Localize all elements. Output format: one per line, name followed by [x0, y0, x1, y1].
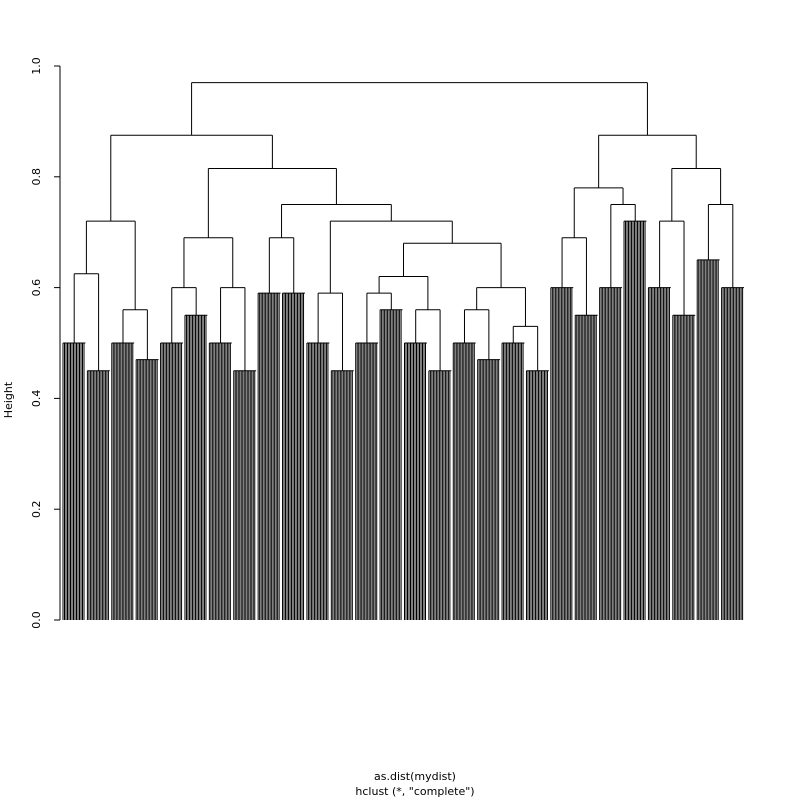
y-tick-label: 0.2 [30, 500, 43, 518]
y-tick-label: 1.0 [30, 57, 43, 75]
y-tick-label: 0.8 [30, 168, 43, 186]
y-tick-label: 0.0 [30, 611, 43, 629]
x-axis-label: as.dist(mydist) [374, 770, 456, 783]
y-tick-label: 0.6 [30, 279, 43, 297]
subtitle: hclust (*, "complete") [355, 785, 474, 798]
y-axis-label: Height [2, 381, 15, 418]
y-tick-label: 0.4 [30, 390, 43, 408]
